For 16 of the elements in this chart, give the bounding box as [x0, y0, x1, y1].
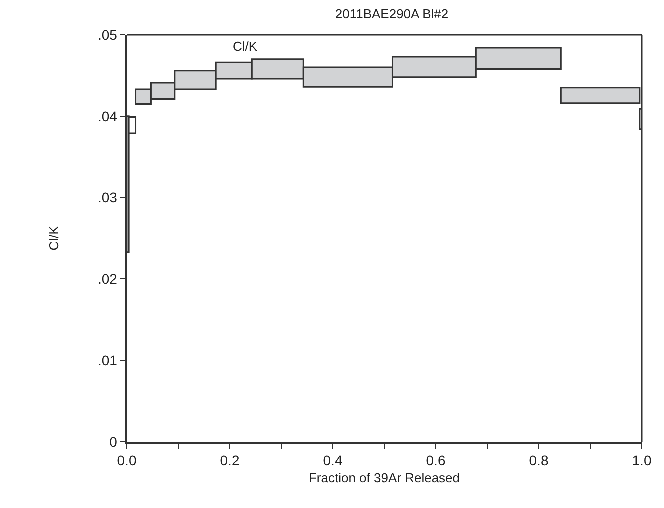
x-tick-label: 0.6	[426, 452, 446, 469]
x-tick-label: 0.2	[220, 452, 240, 469]
x-tick-label: 0.8	[529, 452, 549, 469]
y-tick-label: 0	[110, 434, 118, 450]
y-axis-title: Cl/K	[46, 226, 62, 251]
y-tick-label: .03	[98, 190, 118, 206]
chart-title: 2011BAE290A Bl#2	[335, 6, 449, 22]
y-tick-label: .04	[98, 108, 118, 124]
x-axis-title: Fraction of 39Ar Released	[308, 470, 460, 486]
x-tick-label: 0.0	[117, 452, 137, 469]
y-tick-label: .05	[98, 26, 118, 43]
y-tick-label: .01	[98, 352, 118, 368]
y-tick-label: .02	[98, 271, 118, 288]
chart-subtitle: Cl/K	[233, 39, 258, 54]
x-tick-label: 1.0	[632, 452, 652, 469]
x-tick-label: 0.4	[323, 452, 343, 469]
